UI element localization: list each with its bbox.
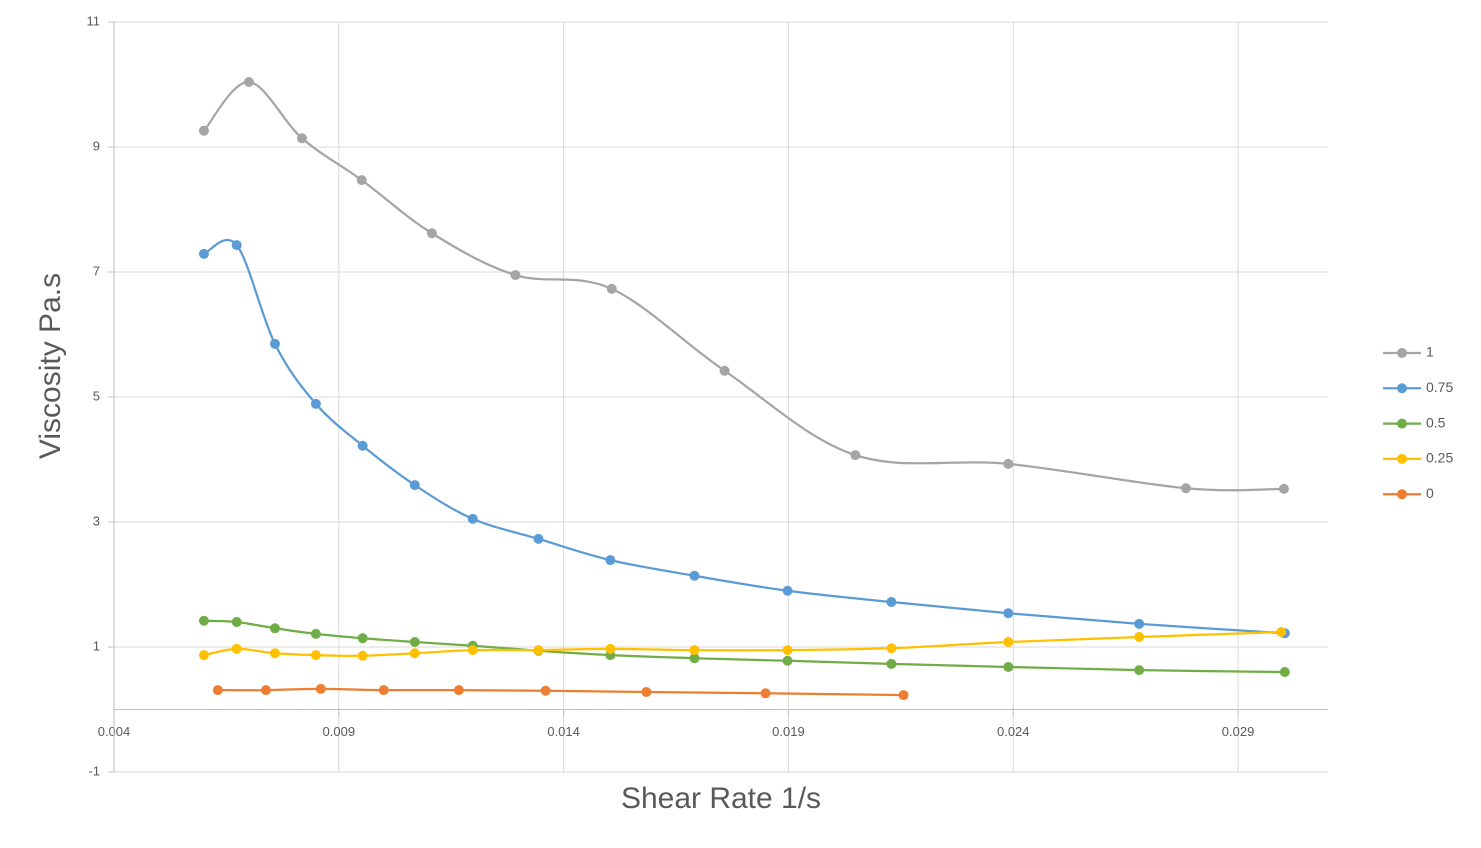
data-point bbox=[243, 77, 254, 87]
y-tick-label: 7 bbox=[93, 263, 100, 278]
y-tick-label: 3 bbox=[93, 513, 100, 528]
legend-label: 1 bbox=[1426, 344, 1434, 360]
data-point bbox=[198, 615, 209, 626]
data-point bbox=[260, 685, 271, 696]
x-tick-label: 0.019 bbox=[772, 724, 805, 739]
data-point bbox=[1003, 662, 1014, 672]
data-point bbox=[409, 648, 420, 659]
data-point bbox=[689, 645, 700, 656]
y-tick-label: 1 bbox=[93, 638, 100, 653]
data-point bbox=[357, 650, 368, 661]
legend-marker bbox=[1397, 489, 1407, 500]
data-point bbox=[426, 228, 437, 239]
data-point bbox=[533, 645, 544, 656]
data-point bbox=[886, 658, 897, 669]
x-axis-title: Shear Rate 1/s bbox=[621, 782, 821, 815]
data-point bbox=[605, 555, 616, 566]
data-point bbox=[231, 643, 242, 654]
legend-label: 0.25 bbox=[1426, 450, 1453, 466]
data-point bbox=[356, 175, 367, 186]
data-point bbox=[1134, 618, 1145, 629]
data-point bbox=[1003, 608, 1014, 619]
data-point bbox=[315, 683, 326, 694]
data-point bbox=[269, 648, 280, 659]
series-line bbox=[203, 238, 1285, 635]
series-line bbox=[203, 80, 1284, 492]
data-point bbox=[1003, 637, 1014, 647]
legend-label: 0.5 bbox=[1426, 414, 1446, 430]
data-point bbox=[510, 270, 521, 281]
data-point bbox=[1134, 632, 1145, 642]
x-tick-label: 0.024 bbox=[997, 724, 1030, 739]
data-point bbox=[540, 685, 551, 696]
data-point bbox=[641, 687, 652, 697]
data-point bbox=[689, 653, 700, 664]
data-point bbox=[310, 628, 321, 639]
series-line bbox=[203, 619, 1285, 674]
data-point bbox=[212, 685, 223, 696]
legend-marker bbox=[1397, 383, 1407, 394]
data-point bbox=[898, 690, 909, 701]
data-point bbox=[1180, 483, 1191, 494]
data-point bbox=[198, 125, 209, 136]
data-point bbox=[760, 688, 771, 699]
data-point bbox=[606, 283, 617, 294]
x-tick-label: 0.014 bbox=[547, 724, 580, 739]
data-point bbox=[378, 685, 389, 696]
data-point bbox=[310, 650, 321, 661]
x-tick-label: 0.029 bbox=[1222, 724, 1255, 739]
data-point bbox=[886, 643, 897, 654]
x-tick-label: 0.009 bbox=[323, 724, 356, 739]
data-point bbox=[310, 398, 321, 409]
data-point bbox=[782, 645, 793, 656]
data-point bbox=[198, 650, 209, 661]
series-line bbox=[217, 687, 904, 697]
data-point bbox=[296, 133, 307, 144]
data-point bbox=[689, 570, 700, 581]
data-point bbox=[467, 513, 478, 524]
data-point bbox=[1279, 667, 1290, 677]
data-point bbox=[1003, 458, 1014, 469]
legend-marker bbox=[1397, 453, 1407, 464]
data-point bbox=[1276, 627, 1287, 637]
data-point bbox=[269, 623, 280, 634]
y-axis-title: Viscosity Pa.s bbox=[34, 273, 67, 459]
data-point bbox=[719, 365, 730, 376]
data-point bbox=[886, 597, 897, 607]
data-point bbox=[782, 655, 793, 666]
data-point bbox=[231, 240, 242, 251]
data-point bbox=[198, 248, 209, 259]
legend-marker bbox=[1397, 418, 1407, 429]
data-point bbox=[409, 480, 420, 491]
legend-label: 0 bbox=[1426, 485, 1434, 501]
data-point bbox=[467, 645, 478, 656]
data-point bbox=[231, 617, 242, 627]
data-point bbox=[357, 633, 368, 644]
data-point bbox=[782, 585, 793, 596]
data-point bbox=[533, 533, 544, 544]
data-point bbox=[409, 637, 420, 647]
y-tick-label: 11 bbox=[87, 13, 101, 28]
y-tick-label: 9 bbox=[93, 138, 100, 153]
legend-marker bbox=[1397, 348, 1407, 358]
legend-label: 0.75 bbox=[1426, 379, 1453, 395]
data-point bbox=[1134, 665, 1145, 676]
y-tick-label: -1 bbox=[88, 763, 100, 778]
data-point bbox=[850, 450, 861, 461]
data-point bbox=[453, 685, 464, 696]
data-point bbox=[269, 338, 280, 349]
data-point bbox=[357, 440, 368, 451]
y-tick-label: 5 bbox=[93, 388, 100, 403]
data-point bbox=[1278, 483, 1289, 494]
data-point bbox=[605, 643, 616, 654]
